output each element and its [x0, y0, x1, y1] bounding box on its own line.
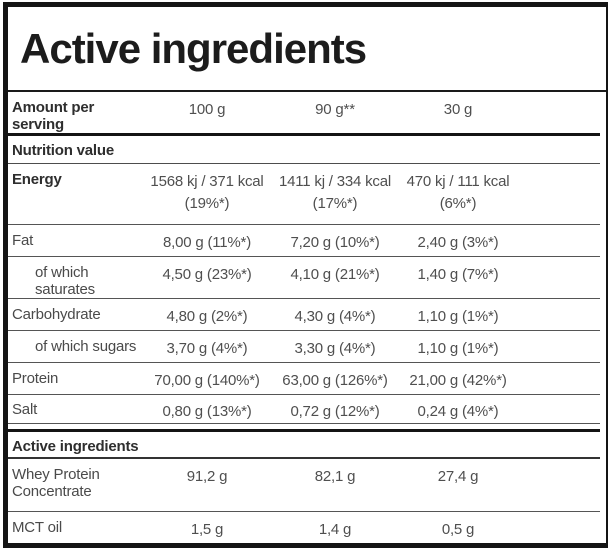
whey-100g: 91,2 g [144, 458, 270, 512]
salt-90g: 0,72 g (12%*) [270, 394, 400, 424]
filler-cell [516, 362, 600, 395]
table-row-energy: Energy 1568 kj / 371 kcal (19%*) 1411 kj… [8, 163, 600, 225]
energy-100g: 1568 kj / 371 kcal (19%*) [144, 163, 270, 225]
saturates-90g: 4,10 g (21%*) [270, 256, 400, 299]
saturates-100g: 4,50 g (23%*) [144, 256, 270, 299]
row-label-saturates: of which saturates [8, 256, 144, 299]
carbohydrate-90g: 4,30 g (4%*) [270, 298, 400, 331]
section-title: Active ingredients [8, 430, 600, 459]
row-label-whey-protein-concentrate: Whey Protein Concentrate [8, 458, 144, 512]
row-label-mct-oil: MCT oil [12, 519, 62, 536]
protein-30g: 21,00 g (42%*) [400, 362, 516, 395]
table-row-salt: Salt 0,80 g (13%*) 0,72 g (12%*) 0,24 g … [8, 394, 600, 424]
table-row-sugars: of which sugars 3,70 g (4%*) 3,30 g (4%*… [8, 330, 600, 363]
protein-100g: 70,00 g (140%*) [144, 362, 270, 395]
sugars-30g: 1,10 g (1%*) [400, 330, 516, 363]
fat-30g: 2,40 g (3%*) [400, 224, 516, 257]
filler-cell [516, 298, 600, 331]
filler-cell [516, 458, 600, 512]
column-header-90g: 90 g** [270, 92, 400, 136]
filler-cell [516, 330, 600, 363]
table-row-saturates: of which saturates 4,50 g (23%*) 4,10 g … [8, 256, 600, 299]
whey-30g: 27,4 g [400, 458, 516, 512]
amount-per-serving-header: Amount per serving [8, 92, 144, 136]
row-label-sugars: of which sugars [8, 330, 144, 363]
column-header-30g: 30 g [400, 92, 516, 136]
table-header-row: Amount per serving 100 g 90 g** 30 g [8, 92, 600, 136]
fat-100g: 8,00 g (11%*) [144, 224, 270, 257]
row-label-carbohydrate: Carbohydrate [8, 298, 144, 331]
carbohydrate-30g: 1,10 g (1%*) [400, 298, 516, 331]
table-row-mct-oil: MCT oil 1,5 g 1,4 g 0,5 g [8, 512, 600, 544]
filler-cell [516, 163, 600, 225]
nutrition-table: Amount per serving 100 g 90 g** 30 g Nut… [8, 92, 600, 543]
section-divider [8, 423, 600, 432]
energy-90g: 1411 kj / 334 kcal (17%*) [270, 163, 400, 225]
filler-cell [516, 512, 600, 544]
section-header-active-ingredients: Active ingredients [8, 430, 600, 459]
fat-90g: 7,20 g (10%*) [270, 224, 400, 257]
nutrition-facts-panel: Active ingredients Amount per serving 10… [3, 2, 608, 548]
section-title: Nutrition value [8, 134, 600, 164]
filler-cell [516, 394, 600, 424]
table-row-carbohydrate: Carbohydrate 4,80 g (2%*) 4,30 g (4%*) 1… [8, 298, 600, 331]
filler-cell [516, 256, 600, 299]
row-label-energy: Energy [8, 163, 144, 225]
panel-title: Active ingredients [8, 7, 606, 92]
filler-cell [516, 224, 600, 257]
column-header-100g: 100 g [144, 92, 270, 136]
protein-90g: 63,00 g (126%*) [270, 362, 400, 395]
whey-90g: 82,1 g [270, 458, 400, 512]
table-row-whey-protein-concentrate: Whey Protein Concentrate 91,2 g 82,1 g 2… [8, 458, 600, 512]
row-label-fat: Fat [8, 224, 144, 257]
mct-30g: 0,5 g [441, 521, 475, 538]
sugars-90g: 3,30 g (4%*) [270, 330, 400, 363]
carbohydrate-100g: 4,80 g (2%*) [144, 298, 270, 331]
sugars-100g: 3,70 g (4%*) [144, 330, 270, 363]
section-header-nutrition-value: Nutrition value [8, 134, 600, 164]
row-label-protein: Protein [8, 362, 144, 395]
filler-cell [516, 92, 600, 136]
row-label-salt: Salt [8, 394, 144, 424]
table-row-fat: Fat 8,00 g (11%*) 7,20 g (10%*) 2,40 g (… [8, 224, 600, 257]
saturates-30g: 1,40 g (7%*) [400, 256, 516, 299]
table-row-protein: Protein 70,00 g (140%*) 63,00 g (126%*) … [8, 362, 600, 395]
mct-100g: 1,5 g [190, 521, 224, 538]
salt-30g: 0,24 g (4%*) [400, 394, 516, 424]
mct-90g: 1,4 g [318, 521, 352, 538]
salt-100g: 0,80 g (13%*) [144, 394, 270, 424]
energy-30g: 470 kj / 111 kcal (6%*) [400, 163, 516, 225]
